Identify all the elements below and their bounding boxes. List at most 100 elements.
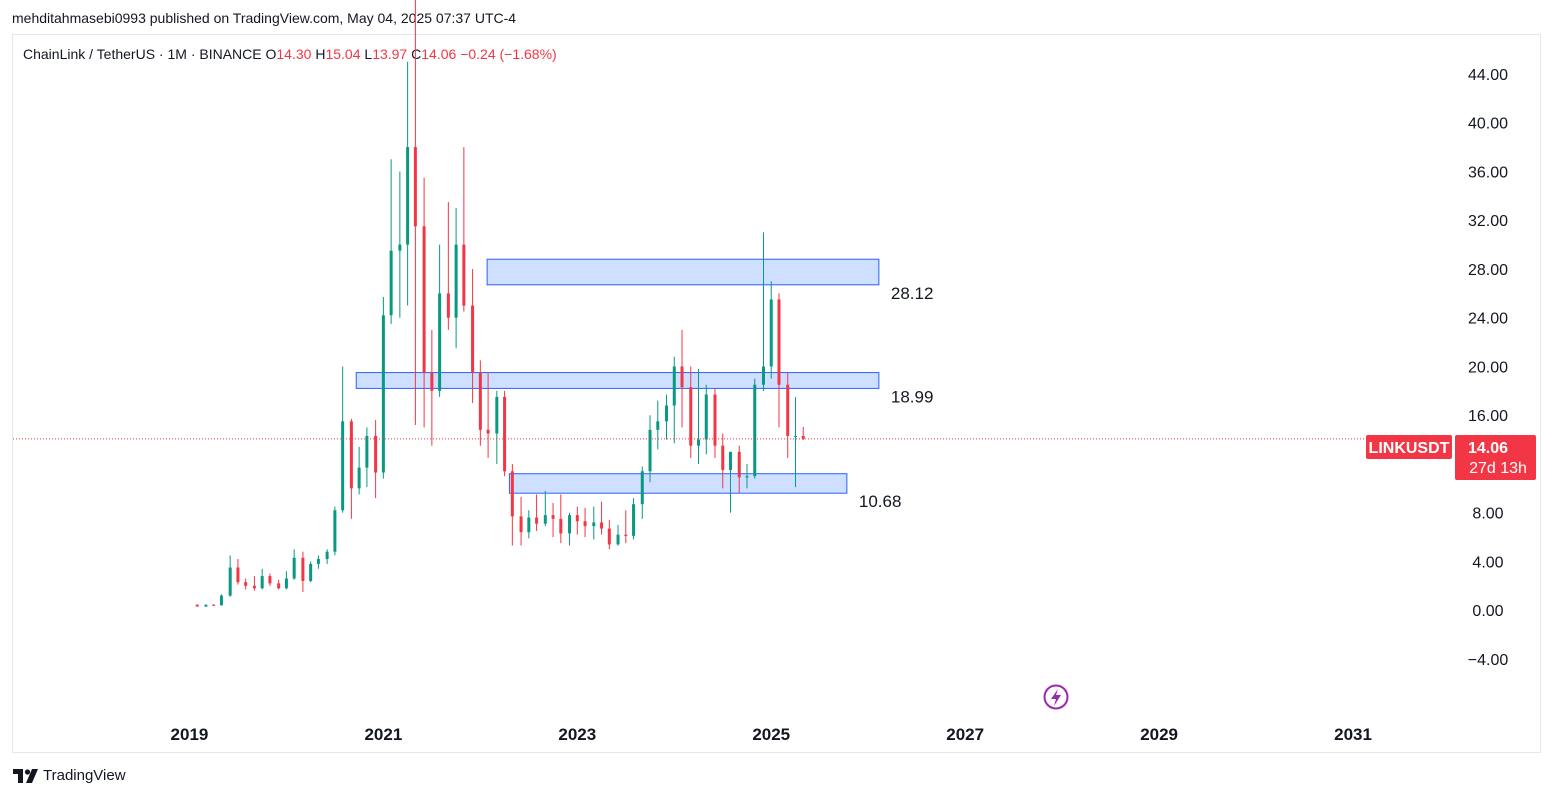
candle-body-70 [761,366,765,385]
candle-body-10 [277,583,281,589]
candle-body-45 [559,518,563,534]
candle-body-36 [486,429,490,434]
candle-body-66 [729,451,733,471]
y-tick-label: 8.00 [1472,506,1503,523]
zone-label-2: 10.68 [859,492,902,511]
candle-body-44 [551,515,555,519]
low-label: L [364,46,373,62]
symbol-line: ChainLink / TetherUS · 1M · BINANCE [23,46,262,62]
y-tick-label: 0.00 [1472,603,1503,620]
zone-label-0: 28.12 [891,284,934,303]
low-value: 13.97 [372,46,408,62]
candle-body-43 [543,515,547,524]
x-tick-label: 2021 [364,725,402,744]
ohlc-legend: ChainLink / TetherUS · 1M · BINANCE O14.… [23,46,557,62]
y-tick-label: 24.00 [1468,311,1508,328]
candle-body-13 [301,557,305,581]
open-value: 14.30 [276,46,312,62]
candle-body-28 [422,226,426,373]
candle-body-17 [333,510,337,552]
candle-body-53 [624,534,628,536]
change-value: −0.24 (−1.68%) [460,46,557,62]
candle-body-57 [656,421,660,430]
candle-body-22 [374,435,378,473]
zone-box-0[interactable] [486,258,880,286]
candle-body-41 [527,517,531,533]
candle-body-60 [680,366,684,388]
candle-body-1 [204,604,208,607]
price-axis: 44.00 40.00 36.00 32.00 28.00 24.00 20.00 16.00… [1468,67,1509,669]
time-axis: 2019 2021 2023 2025 2027 2029 2031 [171,725,1372,744]
candle-body-61 [689,387,693,446]
candle-body-67 [737,451,741,478]
candle-body-34 [471,305,475,373]
y-tick-label: 16.00 [1468,408,1508,425]
candle-body-62 [697,439,701,446]
zone-box-2[interactable] [508,473,848,494]
candle-body-2 [212,604,216,606]
candle-body-27 [413,147,417,227]
candle-body-12 [292,557,296,579]
candle-body-35 [478,372,482,430]
x-tick-label: 2029 [1140,725,1178,744]
candle-body-50 [600,522,604,529]
candle-body-4 [228,567,232,596]
candle-body-16 [325,551,329,560]
candle-body-20 [357,467,361,489]
x-tick-label: 2031 [1334,725,1372,744]
candle-body-33 [462,244,466,306]
candle-body-65 [721,445,725,471]
price-tag: LINKUSDT 14.06 27d 13h [1366,435,1536,480]
close-value: 14.06 [421,46,457,62]
candle-body-59 [672,366,676,406]
candle-body-49 [592,522,596,527]
candle-body-37 [495,396,499,434]
candle-body-39 [510,471,514,517]
candle-body-72 [777,299,781,385]
lightning-icon[interactable] [1043,684,1069,710]
x-tick-label: 2019 [171,725,209,744]
candle-body-11 [284,578,288,589]
candle-body-55 [640,471,644,505]
y-tick-label: 20.00 [1468,359,1508,376]
candle-body-71 [769,299,773,367]
x-tick-label: 2025 [752,725,790,744]
candle-body-14 [309,563,313,581]
zone-labels: 28.12 18.99 10.68 [859,284,934,511]
candle-body-73 [786,384,790,436]
published-line: mehditahmasebi0993 published on TradingV… [12,10,517,26]
candle-body-58 [665,405,669,422]
candle-body-47 [575,515,579,522]
candle-body-30 [438,293,442,391]
close-label: C [411,46,422,62]
high-value: 15.04 [325,46,361,62]
candle-body-52 [616,534,620,545]
candle-body-21 [365,435,369,468]
candle-body-68 [745,476,749,478]
candle-body-18 [341,421,345,511]
candle-body-75 [801,435,805,439]
y-tick-label: −4.00 [1468,652,1509,669]
chart-frame[interactable] [12,34,1541,753]
candle-body-40 [519,516,523,533]
candle-body-64 [713,394,717,446]
candle-body-5 [236,567,240,583]
symbol-tag-bg [1366,435,1452,459]
candle-body-54 [632,504,636,536]
x-tick-label: 2027 [946,725,984,744]
zone-label-1: 18.99 [891,387,934,406]
candle-body-48 [583,521,587,527]
candle-body-42 [535,517,539,524]
open-label: O [265,46,277,62]
zone-box-1[interactable] [355,372,880,389]
candle-body-24 [389,250,393,316]
candle-body-6 [244,582,248,586]
candle-body-69 [753,384,757,477]
tradingview-logo[interactable]: TradingView [13,767,126,784]
candle-body-32 [454,244,458,318]
zones-layer [355,258,880,494]
candle-body-7 [252,585,256,589]
x-tick-label: 2023 [558,725,596,744]
candle-body-38 [503,396,507,472]
